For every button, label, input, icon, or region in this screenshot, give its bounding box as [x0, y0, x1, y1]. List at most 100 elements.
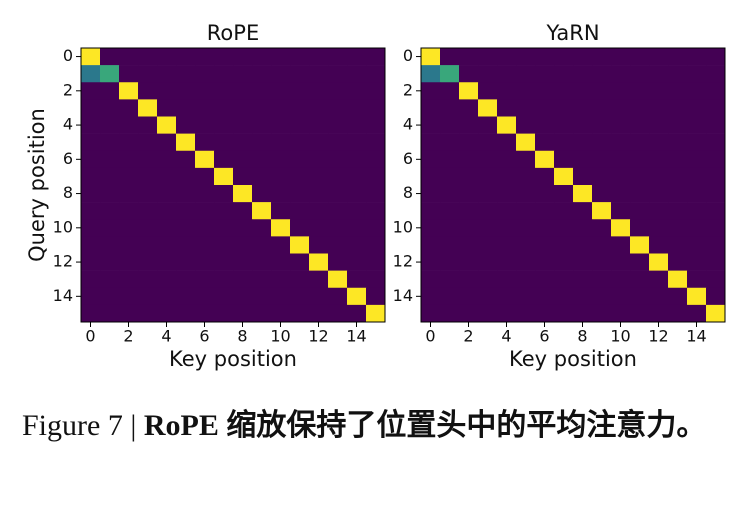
heatmap-cell — [554, 150, 574, 169]
heatmap-cell — [687, 219, 707, 237]
heatmap-cell — [119, 304, 139, 323]
heatmap-cell — [630, 270, 650, 289]
heatmap-cell — [138, 150, 158, 169]
heatmap-cell — [497, 150, 517, 169]
heatmap-cell — [100, 202, 120, 220]
heatmap-cell — [687, 99, 707, 117]
heatmap-cell — [195, 116, 215, 134]
heatmap-cell — [573, 82, 593, 100]
x-tick-label: 4 — [501, 327, 511, 346]
heatmap-cell — [347, 287, 367, 306]
heatmap-cell — [478, 116, 498, 134]
heatmap-cell — [535, 253, 555, 271]
y-tick-label: 2 — [63, 80, 73, 99]
heatmap-cell — [119, 287, 139, 306]
heatmap-cell — [119, 48, 139, 66]
heatmap-cell — [573, 150, 593, 169]
y-tick-label: 14 — [393, 286, 413, 305]
heatmap-cell — [611, 82, 631, 100]
heatmap-cell — [157, 116, 177, 134]
heatmap-cell — [271, 270, 291, 289]
heatmap-cell — [554, 133, 574, 152]
heatmap-cell — [290, 304, 310, 323]
heatmap-cell — [535, 202, 555, 220]
heatmap-cell — [516, 304, 536, 323]
heatmap-cell — [100, 253, 120, 271]
heatmap-cell — [668, 236, 688, 254]
heatmap-cell — [347, 185, 367, 203]
heatmap-cell — [573, 185, 593, 203]
heatmap-cell — [592, 287, 612, 306]
heatmap-cell — [100, 167, 120, 186]
heatmap-cell — [611, 253, 631, 271]
heatmap-cell — [252, 116, 272, 134]
heatmap-cell — [157, 185, 177, 203]
heatmap-cell — [347, 133, 367, 152]
heatmap-cell — [687, 253, 707, 271]
heatmap-cell — [347, 150, 367, 169]
heatmap-cell — [100, 304, 120, 323]
heatmap-cell — [611, 185, 631, 203]
heatmap-cell — [459, 99, 479, 117]
heatmap-cell — [233, 133, 253, 152]
heatmap-cell — [421, 287, 441, 306]
heatmap-cell — [516, 287, 536, 306]
heatmap-cell — [100, 150, 120, 169]
heatmap-cell — [440, 82, 460, 100]
heatmap-cell — [668, 133, 688, 152]
heatmap-cell — [592, 116, 612, 134]
heatmap-cell — [252, 304, 272, 323]
heatmap-cell — [252, 133, 272, 152]
x-tick-label: 12 — [648, 327, 668, 346]
heatmap-cell — [214, 287, 234, 306]
heatmap-cell — [554, 48, 574, 66]
heatmap-cell — [630, 287, 650, 306]
heatmap-cell — [535, 304, 555, 323]
heatmap-cell — [516, 202, 536, 220]
heatmap-cell — [592, 202, 612, 220]
heatmap-cell — [573, 48, 593, 66]
heatmap-cell — [347, 270, 367, 289]
heatmap-cell — [535, 150, 555, 169]
heatmap-cell — [195, 133, 215, 152]
heatmap-cell — [176, 202, 196, 220]
heatmap-cell — [195, 150, 215, 169]
heatmap-cell — [440, 185, 460, 203]
heatmap-cell — [176, 287, 196, 306]
heatmap-cell — [478, 236, 498, 254]
heatmap-cell — [100, 219, 120, 237]
heatmap-cell — [309, 219, 329, 237]
heatmap-cell — [195, 253, 215, 271]
heatmap-cell — [535, 236, 555, 254]
heatmap-cell — [497, 304, 517, 323]
heatmap-cell — [81, 304, 101, 323]
heatmap-cell — [119, 236, 139, 254]
y-tick-label: 0 — [63, 46, 73, 65]
heatmap-cell — [290, 167, 310, 186]
heatmap-cell — [706, 82, 726, 100]
heatmap-cell — [157, 304, 177, 323]
heatmap-cell — [421, 236, 441, 254]
heatmap-cell — [668, 82, 688, 100]
heatmap-cell — [100, 99, 120, 117]
heatmap-cell — [157, 202, 177, 220]
heatmap-cell — [195, 65, 215, 83]
heatmap-cell — [252, 236, 272, 254]
heatmap-cell — [649, 185, 669, 203]
heatmap-cell — [706, 185, 726, 203]
heatmap-cell — [630, 202, 650, 220]
x-tick-label: 14 — [686, 327, 706, 346]
heatmap-cell — [309, 48, 329, 66]
chart: 0 2 4 6 8 10 12 14 0 2 4 6 8 10 12 14 RoPE Key position Qu… — [25, 21, 726, 371]
heatmap-cell — [649, 116, 669, 134]
heatmap-cell — [176, 270, 196, 289]
heatmap-cell — [195, 99, 215, 117]
heatmap-cell — [176, 82, 196, 100]
heatmap-cell — [290, 185, 310, 203]
heatmap-cell — [516, 236, 536, 254]
heatmap-cell — [252, 48, 272, 66]
heatmap-cell — [668, 304, 688, 323]
heatmap-cell — [440, 150, 460, 169]
heatmap-cell — [535, 185, 555, 203]
heatmap-cell — [573, 167, 593, 186]
